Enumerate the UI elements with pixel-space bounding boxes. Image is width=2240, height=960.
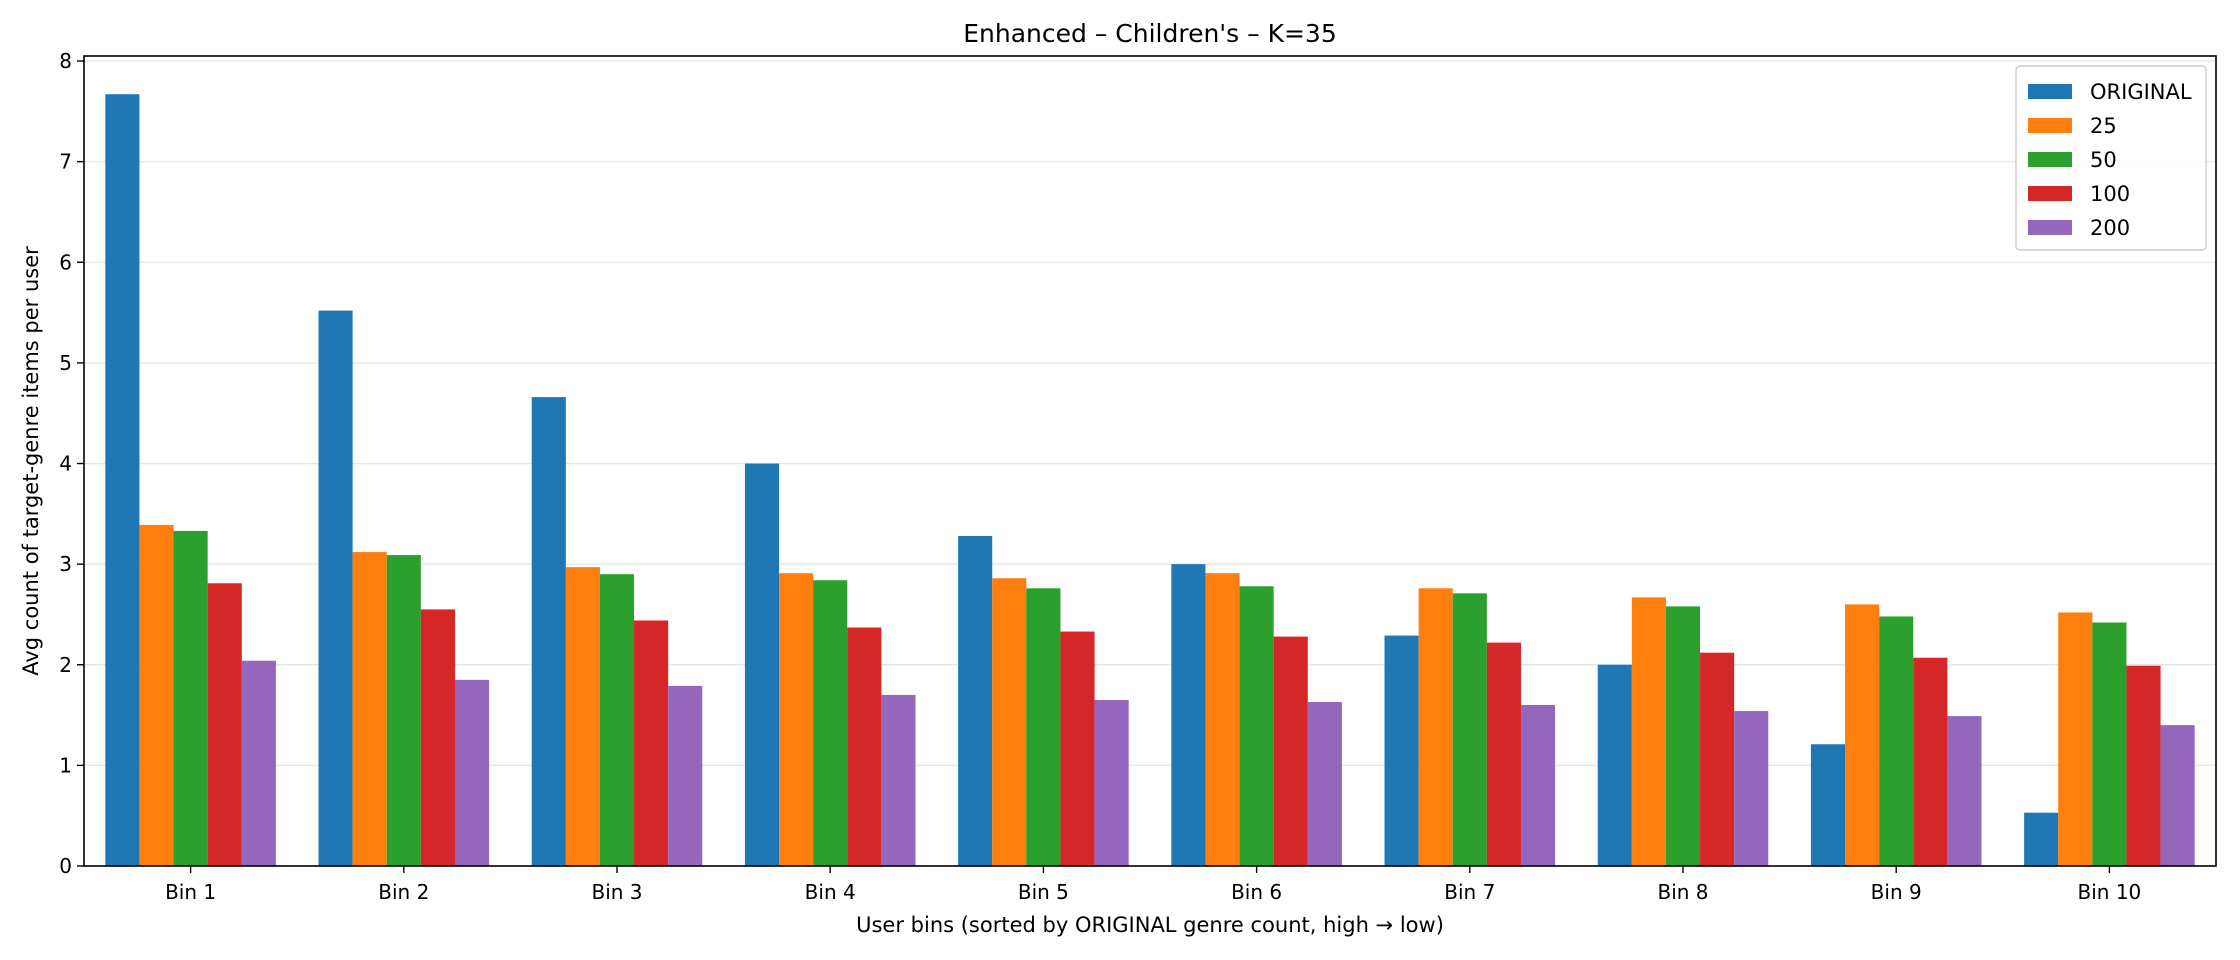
bar-50-9 [1879, 616, 1914, 866]
bar-100-10 [2126, 665, 2161, 866]
bar-200-9 [1947, 716, 1982, 866]
legend-label-25: 25 [2090, 114, 2117, 138]
legend-label-200: 200 [2090, 216, 2130, 240]
y-tick-label: 3 [59, 552, 72, 576]
x-tick-label: Bin 8 [1657, 880, 1708, 904]
axes: 0 1 2 3 4 5 6 7 8 Bin 1 Bin 2 Bin 3 Bin 4 Bin 5 Bin 6 B… [59, 49, 2217, 904]
bar-25-4 [779, 573, 814, 866]
legend-swatch-original [2028, 84, 2072, 99]
chart-title: Enhanced – Children's – K=35 [963, 19, 1337, 48]
y-tick-label: 4 [59, 452, 72, 476]
bar-original-1 [105, 94, 140, 866]
legend-swatch-25 [2028, 118, 2072, 133]
y-tick-label: 1 [59, 753, 72, 777]
y-tick-label: 2 [59, 653, 72, 677]
bar-original-4 [744, 463, 780, 866]
x-tick-label: Bin 9 [1871, 880, 1922, 904]
y-tick-label: 6 [59, 250, 72, 274]
bar-25-8 [1631, 597, 1666, 866]
bar-25-7 [1418, 588, 1453, 866]
bar-original-7 [1384, 635, 1419, 866]
bar-100-5 [1060, 631, 1095, 866]
bar-100-6 [1273, 636, 1308, 866]
y-tick-label: 5 [59, 351, 72, 375]
x-tick-label: Bin 1 [165, 880, 216, 904]
legend-label-100: 100 [2090, 182, 2130, 206]
bars [105, 94, 2195, 867]
bar-200-6 [1307, 701, 1342, 866]
bar-50-2 [386, 555, 421, 866]
x-tick-label: Bin 7 [1444, 880, 1495, 904]
x-tick-label: Bin 5 [1018, 880, 1069, 904]
bar-200-7 [1520, 705, 1556, 866]
y-tick-label: 0 [59, 854, 72, 878]
bar-200-5 [1094, 699, 1129, 866]
bar-25-2 [352, 552, 387, 866]
bar-original-10 [2024, 812, 2059, 866]
y-tick-label: 7 [59, 150, 72, 174]
plot-frame [83, 55, 2217, 867]
legend-swatch-50 [2028, 152, 2072, 167]
legend-box [2015, 65, 2207, 251]
bar-100-9 [1913, 657, 1948, 866]
bar-50-6 [1239, 586, 1274, 866]
x-tick-label: Bin 4 [805, 880, 856, 904]
y-axis-label: Avg count of target-genre items per user [19, 246, 43, 676]
x-tick-label: Bin 3 [591, 880, 642, 904]
legend-label-50: 50 [2090, 148, 2117, 172]
bar-original-8 [1597, 664, 1632, 866]
bar-original-9 [1810, 744, 1846, 866]
legend-label-original: ORIGINAL [2090, 80, 2192, 104]
bar-100-1 [207, 583, 242, 866]
bar-25-9 [1845, 604, 1880, 866]
bar-50-7 [1452, 593, 1487, 866]
bar-25-6 [1205, 573, 1240, 866]
bar-50-10 [2092, 622, 2127, 866]
x-tick-label: Bin 10 [2078, 880, 2142, 904]
bar-50-3 [599, 574, 635, 866]
bar-original-5 [958, 535, 993, 866]
bar-50-5 [1026, 588, 1061, 866]
bar-original-2 [318, 310, 353, 867]
bar-200-10 [2160, 725, 2195, 866]
bar-200-1 [241, 660, 276, 866]
y-tick-label: 8 [59, 49, 72, 73]
bar-50-1 [173, 530, 208, 866]
x-tick-label: Bin 6 [1231, 880, 1282, 904]
bar-25-10 [2058, 612, 2093, 866]
bar-100-7 [1486, 642, 1521, 866]
x-tick-label: Bin 2 [378, 880, 429, 904]
bar-100-4 [847, 627, 882, 866]
bar-100-8 [1700, 652, 1735, 866]
bar-25-3 [565, 567, 600, 866]
bar-200-3 [668, 685, 703, 866]
bar-200-8 [1734, 711, 1769, 866]
legend-swatch-200 [2028, 220, 2072, 235]
bar-200-4 [881, 694, 916, 866]
x-axis-label: User bins (sorted by ORIGINAL genre coun… [856, 913, 1444, 937]
bar-25-5 [992, 578, 1027, 866]
legend-swatch-100 [2028, 186, 2072, 201]
bar-original-3 [531, 397, 566, 866]
bar-original-6 [1171, 564, 1206, 866]
bar-100-3 [634, 620, 669, 866]
bar-50-8 [1665, 606, 1701, 866]
bar-200-2 [454, 679, 490, 866]
bar-25-1 [139, 524, 174, 866]
bar-100-2 [420, 609, 455, 866]
legend: ORIGINAL 25 50 100 200 [2015, 65, 2207, 251]
bar-50-4 [813, 580, 848, 866]
